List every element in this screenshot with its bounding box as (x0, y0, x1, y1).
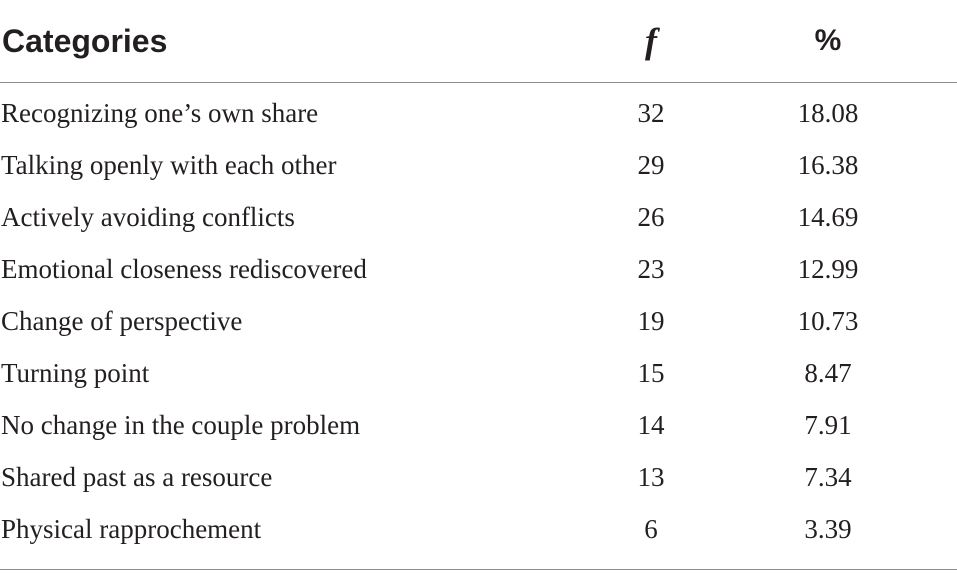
frequency-cell: 32 (637, 97, 665, 128)
category-cell: No change in the couple problem (1, 409, 361, 440)
table-row: Physical rapprochement 6 3.39 (0, 503, 957, 555)
category-cell: Emotional closeness rediscovered (1, 253, 367, 284)
table-row: Emotional closeness rediscovered 23 12.9… (0, 243, 957, 295)
table-header: Categories f % (0, 0, 957, 83)
categories-table: Categories f % Recognizing one’s own sha… (0, 0, 957, 556)
percent-cell: 12.99 (797, 253, 859, 284)
table-row: Recognizing one’s own share 32 18.08 (0, 83, 957, 140)
percent-cell: 7.34 (804, 461, 852, 492)
frequency-cell: 23 (637, 253, 665, 284)
frequency-cell: 6 (644, 513, 658, 544)
table-body: Recognizing one’s own share 32 18.08 Tal… (0, 83, 957, 556)
category-cell: Change of perspective (1, 305, 243, 336)
table-row: Talking openly with each other 29 16.38 (0, 139, 957, 191)
frequency-cell: 29 (637, 149, 665, 180)
frequency-cell: 15 (637, 357, 665, 388)
frequency-cell: 19 (637, 305, 665, 336)
header-categories: Categories (0, 0, 445, 83)
percent-cell: 14.69 (797, 201, 859, 232)
table-row: Turning point 15 8.47 (0, 347, 957, 399)
category-cell: Turning point (1, 357, 150, 388)
table-row: Change of perspective 19 10.73 (0, 295, 957, 347)
header-row: Categories f % (0, 0, 957, 83)
table-bottom-rule (0, 569, 957, 570)
frequency-cell: 14 (637, 409, 665, 440)
percent-cell: 16.38 (797, 149, 859, 180)
category-cell: Shared past as a resource (1, 461, 273, 492)
table-row: No change in the couple problem 14 7.91 (0, 399, 957, 451)
percent-cell: 3.39 (804, 513, 852, 544)
percent-cell: 8.47 (804, 357, 852, 388)
header-frequency: f (445, 0, 707, 83)
percent-cell: 18.08 (797, 97, 859, 128)
frequency-cell: 26 (637, 201, 665, 232)
category-cell: Physical rapprochement (1, 513, 262, 544)
category-cell: Recognizing one’s own share (1, 97, 319, 128)
percent-cell: 7.91 (804, 409, 852, 440)
category-cell: Actively avoiding conflicts (1, 201, 295, 232)
table-row: Actively avoiding conflicts 26 14.69 (0, 191, 957, 243)
percent-cell: 10.73 (797, 305, 859, 336)
header-percent: % (707, 0, 957, 83)
frequency-cell: 13 (637, 461, 665, 492)
table-row: Shared past as a resource 13 7.34 (0, 451, 957, 503)
category-cell: Talking openly with each other (1, 149, 337, 180)
